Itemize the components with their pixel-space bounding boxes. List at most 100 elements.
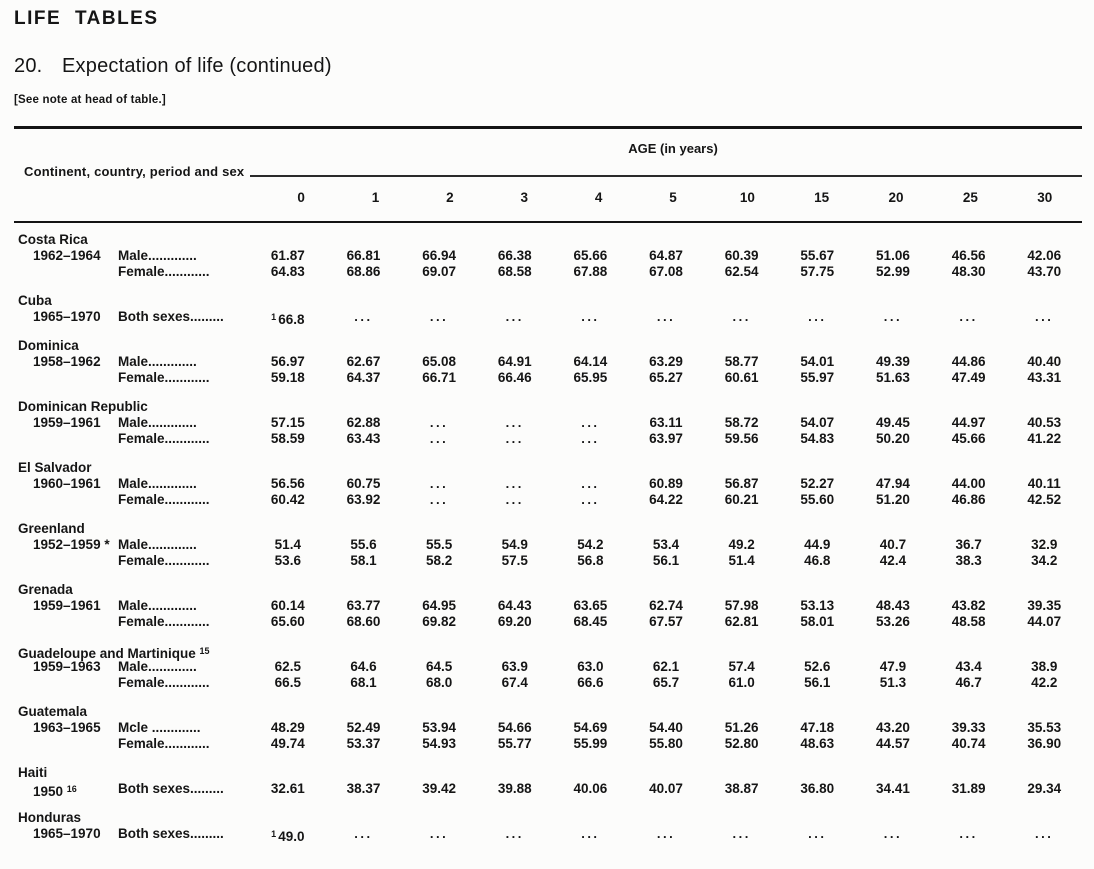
value-cells: 60.14 63.77 64.95 64.43 63.65 62.74 57.98 53.13… — [250, 598, 1082, 614]
value-cell: 51.3 — [879, 675, 907, 690]
table-row: Female............ 66.5 68.1 68.0 67.4 66.6 65… — [0, 675, 1094, 691]
country-label: Dominica — [18, 338, 79, 353]
value-cell: 66.38 — [497, 248, 532, 263]
value-cell: 56.1 — [652, 553, 680, 568]
value-cell: ... — [354, 309, 373, 324]
value-cell: 49.2 — [728, 537, 755, 552]
value-cell: 54.93 — [422, 736, 456, 751]
value-cell: 57.15 — [270, 415, 305, 430]
value-cell: 68.58 — [497, 264, 532, 279]
value-cell: 67.08 — [649, 264, 683, 279]
row-stub: Female............ — [0, 492, 250, 508]
value-cell: 54.66 — [497, 720, 532, 735]
value-cells: 64.83 68.86 69.07 68.58 67.88 67.08 62.54 57.75… — [250, 264, 1082, 280]
value-cell: 39.33 — [951, 720, 986, 735]
value-cell: 39.88 — [497, 781, 532, 796]
sex-label: Female............ — [118, 736, 210, 751]
age-column-header: 30 — [1037, 190, 1053, 205]
value-cell: 63.29 — [649, 354, 683, 369]
value-cell: ... — [581, 309, 600, 324]
value-cell: 62.74 — [649, 598, 683, 613]
country-label: Honduras — [18, 810, 82, 825]
period-label: 1962–1964 — [33, 248, 101, 263]
sex-label: Male............. — [118, 476, 197, 491]
value-cell: ... — [732, 826, 751, 841]
value-cells: 61.87 66.81 66.94 66.38 65.66 64.87 60.39 55.67… — [250, 248, 1082, 264]
value-cell: 65.7 — [652, 675, 680, 690]
value-cell: 56.8 — [577, 553, 604, 568]
value-cells: 58.59 63.43......... 63.97 59.56 54.83 50.20 4… — [250, 431, 1082, 447]
table-row: Female............ 58.59 63.43......... 63.… — [0, 431, 1094, 447]
value-cell: ... — [429, 431, 449, 446]
row-stub: Female............ — [0, 736, 250, 752]
value-cells: 62.5 64.6 64.5 63.9 63.0 62.1 57.4 52.6 47.9 43.4… — [250, 659, 1082, 675]
value-cell: ... — [808, 309, 827, 324]
table-row: 1959–1961 Male............. 60.14 63.77 64.9… — [0, 598, 1094, 614]
sex-label: Female............ — [118, 614, 210, 629]
country-group: El Salvador 1960–1961 Male............. 56.… — [0, 460, 1094, 508]
row-stub: 1950 16 Both sexes......... — [0, 781, 250, 799]
value-cell: 1 66.8 — [271, 312, 305, 327]
period-label — [0, 370, 118, 386]
table-header-rule — [14, 221, 1082, 223]
value-cell: 69.07 — [422, 264, 456, 279]
country-group: Guatemala 1963–1965 Mcle ............. 48.2… — [0, 704, 1094, 752]
value-cell: 52.80 — [724, 736, 759, 751]
value-cell: 57.5 — [501, 553, 528, 568]
value-cell: 62.54 — [724, 264, 759, 279]
row-stub: Female............ — [0, 675, 250, 691]
value-cell: ... — [581, 431, 600, 446]
value-cell: 36.80 — [800, 781, 835, 796]
value-cell: 51.63 — [876, 370, 910, 385]
value-cell: ... — [429, 309, 449, 324]
value-cell: 65.66 — [573, 248, 608, 263]
value-cell: 54.69 — [573, 720, 608, 735]
value-cell: ... — [505, 476, 524, 491]
value-cells: 56.97 62.67 65.08 64.91 64.14 63.29 58.77 54.01… — [250, 354, 1082, 370]
table-row: Female............ 60.42 63.92......... 64.… — [0, 492, 1094, 508]
value-cell: 41.22 — [1027, 431, 1062, 446]
value-cell: 48.58 — [951, 614, 986, 629]
value-cell: 67.88 — [573, 264, 608, 279]
age-column-header: 0 — [297, 190, 305, 205]
country-group: Guadeloupe and Martinique 15 1959–1963 Mal… — [0, 643, 1094, 691]
sex-label: Female............ — [118, 553, 210, 568]
period-label: 1950 16 — [33, 784, 77, 799]
period-label: 1958–1962 — [33, 354, 101, 369]
value-cell: 51.26 — [724, 720, 759, 735]
value-cell: 56.87 — [724, 476, 759, 491]
value-cell: 64.95 — [422, 598, 456, 613]
value-cell: 56.1 — [804, 675, 831, 690]
table-note: [See note at head of table.] — [14, 94, 166, 106]
value-cells: 53.6 58.1 58.2 57.5 56.8 56.1 51.4 46.8 42.4 38.3… — [250, 553, 1082, 569]
value-cell: 42.06 — [1027, 248, 1062, 263]
value-cell: 1 49.0 — [271, 829, 305, 844]
value-cell: ... — [505, 492, 524, 507]
value-cell: 58.77 — [724, 354, 759, 369]
value-cell: ... — [883, 826, 903, 841]
value-cell: 36.90 — [1027, 736, 1062, 751]
value-cell: 64.14 — [573, 354, 608, 369]
value-cell: 64.83 — [270, 264, 305, 279]
sex-label: Female............ — [118, 492, 210, 507]
value-cell: 68.86 — [346, 264, 381, 279]
period-label — [0, 736, 118, 752]
value-cell: 40.06 — [573, 781, 608, 796]
value-cells: 1 49.0.............................. — [250, 826, 1082, 844]
country-label: Haiti — [18, 765, 48, 780]
value-cell: 69.20 — [497, 614, 532, 629]
period-label: 1959–1963 — [33, 659, 101, 674]
value-cell: 67.4 — [501, 675, 528, 690]
country-group: Haiti 1950 16 Both sexes......... 32.61 38.3… — [0, 765, 1094, 799]
value-cell: 65.08 — [422, 354, 456, 369]
value-cell: 60.21 — [724, 492, 759, 507]
sex-label: Both sexes......... — [118, 826, 224, 841]
sex-label: Female............ — [118, 264, 210, 279]
value-cell: ... — [581, 492, 600, 507]
value-cell: 47.9 — [879, 659, 907, 674]
value-cell: 52.49 — [346, 720, 381, 735]
table-header: Continent, country, period and sex AGE (… — [14, 130, 1082, 221]
age-column-header: 5 — [669, 190, 677, 205]
value-cell: 43.31 — [1027, 370, 1062, 385]
value-cell: 65.95 — [573, 370, 608, 385]
